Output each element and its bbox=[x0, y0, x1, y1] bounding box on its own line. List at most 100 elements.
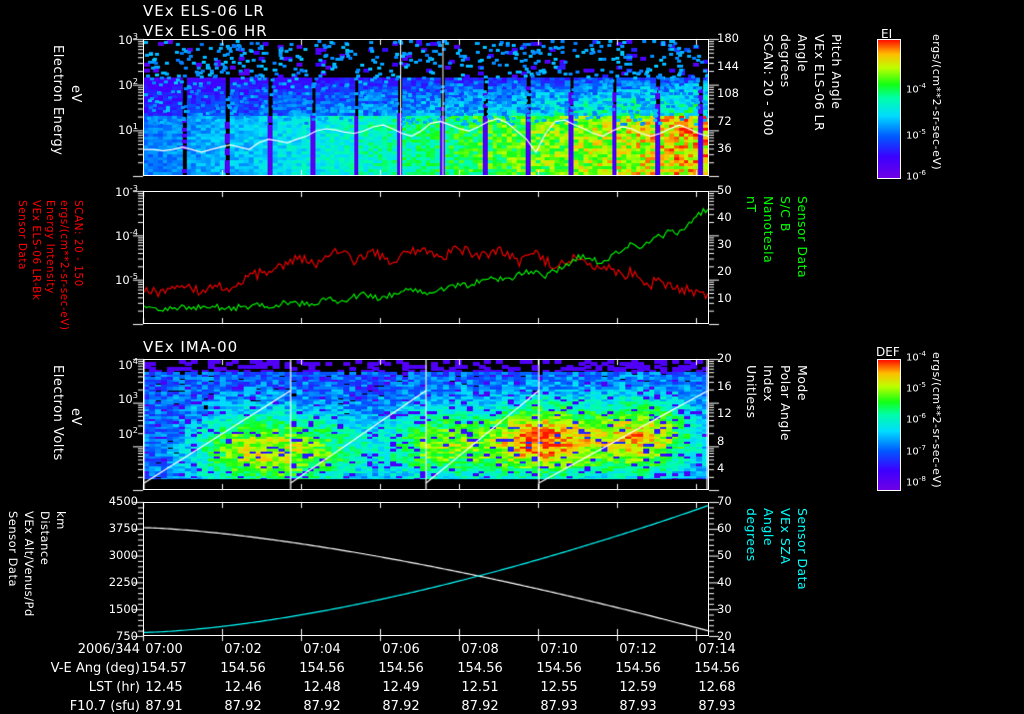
panel1-rlabel-instrument: VEx ELS-06 LR bbox=[812, 34, 827, 132]
panel4-ytick-1500: 1500 bbox=[108, 602, 138, 616]
panel1-ytick-10: 101 bbox=[118, 121, 138, 137]
colorbar3-label-3: 10-6 bbox=[906, 411, 926, 426]
panel3-rtick-4: 4 bbox=[717, 461, 725, 475]
panel2-llabel-instrument: VEx ELS-06 LR-Bk bbox=[30, 200, 42, 301]
panel-altitude-sza[interactable] bbox=[143, 502, 709, 636]
panel3-ytick-1e4: 104 bbox=[118, 356, 138, 372]
table-cell: 12.68 bbox=[698, 680, 736, 695]
table-cell: 87.93 bbox=[540, 699, 578, 714]
panel4-rtick-50: 50 bbox=[717, 548, 732, 562]
panel1-title-lr: VEx ELS-06 LR bbox=[143, 2, 265, 20]
panel4-llabel-sensor-data: Sensor Data bbox=[6, 511, 20, 588]
panel2-ytick-1e-3: 10-3 bbox=[115, 183, 138, 199]
panel4-llabel-distance: Distance bbox=[38, 511, 52, 566]
table-cell: 87.93 bbox=[619, 699, 657, 714]
table-time-header: 07:02 bbox=[224, 642, 262, 657]
colorbar1-label-3: 10-6 bbox=[906, 168, 926, 183]
altitude-sza-canvas bbox=[144, 503, 708, 635]
panel1-rtick-36: 36 bbox=[717, 141, 732, 155]
panel-energy-intensity-mag[interactable] bbox=[143, 191, 709, 324]
panel2-llabel-scan: SCAN: 20 - 150 bbox=[72, 200, 84, 287]
panel4-rtick-30: 30 bbox=[717, 602, 732, 616]
panel1-rtick-108: 108 bbox=[717, 86, 739, 100]
panel2-ytick-1e-5: 10-5 bbox=[115, 271, 138, 287]
table-time-header: 07:14 bbox=[698, 642, 736, 657]
table-cell: 154.56 bbox=[457, 661, 503, 676]
table-cell: 12.55 bbox=[540, 680, 578, 695]
panel2-rtick-50: 50 bbox=[717, 183, 732, 197]
table-time-header: 07:10 bbox=[540, 642, 578, 657]
panel2-rtick-40: 40 bbox=[717, 210, 732, 224]
panel2-rlabel-sensor-data: Sensor Data bbox=[795, 196, 810, 279]
panel2-rlabel-scb: S/C B bbox=[778, 196, 793, 232]
table-cell: 12.45 bbox=[145, 680, 183, 695]
colorbar3-label-2: 10-5 bbox=[906, 380, 926, 395]
panel4-llabel-alt: VEx Alt/Venus/Pd bbox=[22, 511, 36, 617]
table-cell: 87.92 bbox=[461, 699, 499, 714]
panel1-rtick-72: 72 bbox=[717, 114, 732, 128]
panel-els-spectrogram[interactable] bbox=[143, 39, 709, 176]
panel4-llabel-km: km bbox=[54, 511, 68, 530]
table-cell: 154.56 bbox=[299, 661, 345, 676]
bottom-parameter-table: 2006/344 V-E Ang (deg) LST (hr) F10.7 (sfu)… bbox=[0, 640, 1024, 714]
els-spectrogram-canvas bbox=[144, 40, 708, 175]
table-cell: 154.57 bbox=[141, 661, 187, 676]
panel4-rlabel-sza: VEx SZA bbox=[778, 508, 793, 565]
panel1-ytick-100: 102 bbox=[118, 76, 138, 92]
colorbar3-label-5: 10-8 bbox=[906, 474, 926, 489]
panel2-rtick-20: 20 bbox=[717, 264, 732, 278]
panel3-rlabel-mode: Mode bbox=[795, 365, 810, 402]
panel1-rtick-180: 180 bbox=[717, 31, 739, 45]
table-cell: 87.92 bbox=[303, 699, 341, 714]
panel1-rtick-144: 144 bbox=[717, 59, 739, 73]
panel-ima-spectrogram[interactable] bbox=[143, 359, 709, 490]
table-cell: 12.49 bbox=[382, 680, 420, 695]
panel1-title-hr: VEx ELS-06 HR bbox=[143, 22, 268, 40]
table-cell: 154.56 bbox=[536, 661, 582, 676]
colorbar3-units: ergs/(cm**2-sr-sec-eV) bbox=[930, 352, 943, 489]
table-time-header: 07:04 bbox=[303, 642, 341, 657]
panel2-rlabel-nanotesla: Nanotesla bbox=[761, 196, 776, 264]
panel4-rtick-40: 40 bbox=[717, 575, 732, 589]
panel1-ytick-1000: 103 bbox=[118, 31, 138, 47]
table-cell: 87.93 bbox=[698, 699, 736, 714]
panel2-rtick-30: 30 bbox=[717, 237, 732, 251]
table-row-label: V-E Ang (deg) bbox=[50, 661, 140, 676]
panel1-ylabel-electron-energy: Electron Energy bbox=[50, 45, 65, 156]
colorbar3-title: DEF bbox=[876, 345, 900, 359]
panel2-ytick-1e-4: 10-4 bbox=[115, 227, 138, 243]
panel3-rtick-16: 16 bbox=[717, 379, 732, 393]
table-row-label: F10.7 (sfu) bbox=[69, 699, 140, 714]
panel3-rtick-12: 12 bbox=[717, 406, 732, 420]
panel3-title: VEx IMA-00 bbox=[143, 338, 239, 356]
table-cell: 87.92 bbox=[224, 699, 262, 714]
colorbar1-label-2: 10-5 bbox=[906, 127, 926, 142]
table-cell: 12.51 bbox=[461, 680, 499, 695]
panel4-ytick-3000: 3000 bbox=[108, 548, 138, 562]
panel4-rlabel-sensor-data: Sensor Data bbox=[795, 508, 810, 591]
panel4-rtick-60: 60 bbox=[717, 521, 732, 535]
panel2-llabel-sensor-data: Sensor Data bbox=[16, 200, 28, 270]
colorbar1-units: ergs/(cm**2-sr-sec-eV) bbox=[930, 34, 943, 171]
colorbar3-label-1: 10-4 bbox=[906, 349, 926, 364]
table-cell: 154.56 bbox=[378, 661, 424, 676]
panel2-llabel-energy-intensity: Energy Intensity bbox=[44, 200, 56, 294]
panel2-rtick-10: 10 bbox=[717, 291, 732, 305]
table-cell: 87.91 bbox=[145, 699, 183, 714]
panel1-rlabel-degrees: degrees bbox=[778, 34, 793, 88]
table-cell: 12.48 bbox=[303, 680, 341, 695]
table-cell: 12.46 bbox=[224, 680, 262, 695]
panel4-ytick-4500: 4500 bbox=[108, 494, 138, 508]
energy-intensity-mag-canvas bbox=[144, 192, 708, 323]
colorbar3-label-4: 10-7 bbox=[906, 443, 926, 458]
panel3-ytick-1e3: 103 bbox=[118, 390, 138, 406]
table-row-label: LST (hr) bbox=[88, 680, 140, 695]
table-cell: 154.56 bbox=[694, 661, 740, 676]
colorbar-def bbox=[877, 359, 901, 491]
colorbar1-label-1: 10-4 bbox=[906, 81, 926, 96]
table-cell: 154.56 bbox=[615, 661, 661, 676]
table-time-header: 07:06 bbox=[382, 642, 420, 657]
panel1-rlabel-angle: Angle bbox=[795, 34, 810, 73]
panel4-rlabel-degrees: degrees bbox=[744, 508, 759, 562]
panel3-rtick-20: 20 bbox=[717, 351, 732, 365]
